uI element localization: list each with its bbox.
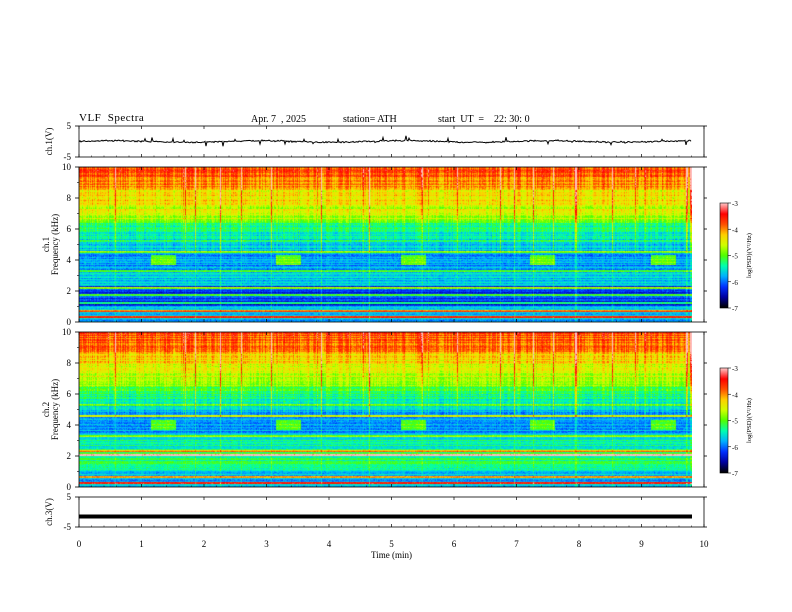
- colorbar-tick-label: -3: [732, 365, 738, 373]
- x-tick-label: 1: [139, 539, 144, 549]
- y-tick-label: 5: [67, 121, 72, 131]
- y-tick-label: 6: [67, 389, 72, 399]
- x-tick-label: 7: [514, 539, 519, 549]
- x-tick-label: 4: [327, 539, 332, 549]
- colorbar-label: log(PSD)(V²/Hz): [746, 398, 753, 443]
- colorbar-tick-label: -6: [732, 444, 738, 452]
- y-tick-label: 8: [67, 358, 72, 368]
- colorbar-tick-label: -5: [732, 418, 738, 426]
- y-tick-label: 2: [67, 451, 72, 461]
- x-tick-label: 9: [639, 539, 644, 549]
- y-axis-label: ch.3(V): [44, 498, 54, 526]
- x-tick-label: 2: [202, 539, 207, 549]
- y-tick-label: 0: [67, 317, 72, 327]
- station-label: station= ATH: [343, 114, 397, 125]
- x-tick-label: 8: [577, 539, 582, 549]
- y-axis-label: Frequency (kHz): [50, 214, 60, 275]
- colorbar-tick-label: -6: [732, 279, 738, 287]
- x-axis-label: Time (min): [371, 550, 412, 560]
- y-tick-label: 8: [67, 193, 72, 203]
- colorbar-1: [720, 203, 728, 308]
- y-tick-label: -5: [64, 522, 72, 532]
- colorbar-2: [720, 368, 728, 473]
- spectrogram-image-1: [79, 167, 692, 322]
- x-tick-label: 3: [264, 539, 269, 549]
- y-tick-label: -5: [64, 152, 72, 162]
- y-tick-label: 2: [67, 286, 72, 296]
- colorbar-tick-label: -4: [732, 226, 738, 234]
- spectrogram-image-2: [79, 332, 692, 487]
- y-tick-label: 4: [67, 255, 72, 265]
- colorbar-tick-label: -4: [732, 391, 738, 399]
- y-axis-label: Frequency (kHz): [50, 379, 60, 440]
- y-axis-label-channel: ch.2: [41, 402, 51, 417]
- y-tick-label: 10: [62, 162, 72, 172]
- colorbar-label: log(PSD)(V²/Hz): [746, 233, 753, 278]
- x-tick-label: 5: [389, 539, 394, 549]
- colorbar-tick-label: -3: [732, 200, 738, 208]
- colorbar-tick-label: -7: [732, 305, 738, 313]
- x-tick-label: 6: [452, 539, 457, 549]
- chart-title: VLF Spectra: [79, 112, 145, 124]
- y-tick-label: 5: [67, 492, 72, 502]
- start-time-label: start UT = 22: 30: 0: [438, 114, 530, 125]
- ch1-waveform: [78, 135, 692, 147]
- x-tick-label: 0: [77, 539, 82, 549]
- y-tick-label: 6: [67, 224, 72, 234]
- panel-frame-0: [78, 125, 705, 158]
- panel-frame-3: [78, 496, 705, 528]
- y-axis-label-channel: ch.1: [41, 237, 51, 252]
- date-label: Apr. 7 , 2025: [251, 114, 306, 125]
- colorbar-tick-label: -7: [732, 470, 738, 478]
- y-axis-label: ch.1(V): [44, 128, 54, 156]
- colorbar-tick-label: -5: [732, 253, 738, 261]
- x-tick-label: 10: [700, 539, 710, 549]
- y-tick-label: 0: [67, 482, 72, 492]
- y-tick-label: 10: [62, 327, 72, 337]
- y-tick-label: 4: [67, 420, 72, 430]
